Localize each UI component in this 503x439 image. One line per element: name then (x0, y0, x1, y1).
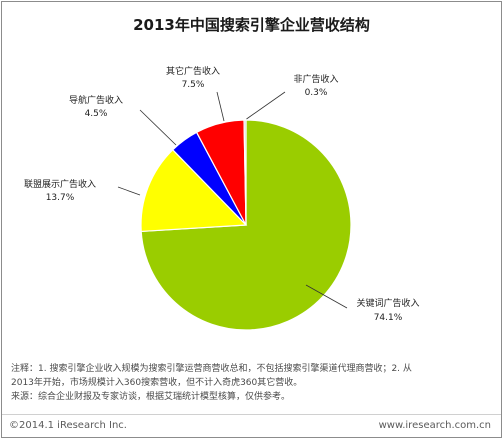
slice-value-label: 7.5% (182, 80, 205, 90)
pie-slice (140, 148, 248, 233)
slice-label: 其它广告收入 (166, 65, 220, 77)
slice-value-label: 4.5% (85, 109, 108, 119)
slice-value-label: 0.3% (305, 88, 328, 98)
note-line-3: 来源：综合企业财报及专家访谈，根据艾瑞统计模型核算，仅供参考。 (11, 392, 291, 402)
note-line-1: 注释：1. 搜索引擎企业收入规模为搜索引擎运营商营收总和，不包括搜索引擎渠道代理… (11, 364, 412, 374)
pie-slice (243, 119, 247, 226)
slice-label: 联盟展示广告收入 (24, 178, 96, 190)
note-line-2: 2013年开始，市场规模计入360搜索营收，但不计入奇虎360其它营收。 (11, 378, 303, 388)
leader-line (139, 109, 177, 146)
leader-line (117, 186, 141, 196)
slice-value-label: 74.1% (374, 313, 403, 323)
footer-divider (2, 414, 501, 415)
leader-line (246, 91, 286, 120)
slice-label: 非广告收入 (293, 73, 338, 85)
footer-copyright: ©2014.1 iResearch Inc. (9, 420, 127, 431)
slice-label: 关键词广告收入 (356, 297, 419, 309)
leader-line (305, 284, 348, 309)
slice-label: 导航广告收入 (69, 94, 123, 106)
slice-value-label: 13.7% (46, 193, 75, 203)
leader-line (216, 91, 225, 122)
footer-website[interactable]: www.iresearch.com.cn (378, 420, 491, 431)
chart-title: 2013年中国搜索引擎企业营收结构 (133, 16, 370, 34)
chart-notes: 注释：1. 搜索引擎企业收入规模为搜索引擎运营商营收总和，不包括搜索引擎渠道代理… (11, 362, 496, 404)
